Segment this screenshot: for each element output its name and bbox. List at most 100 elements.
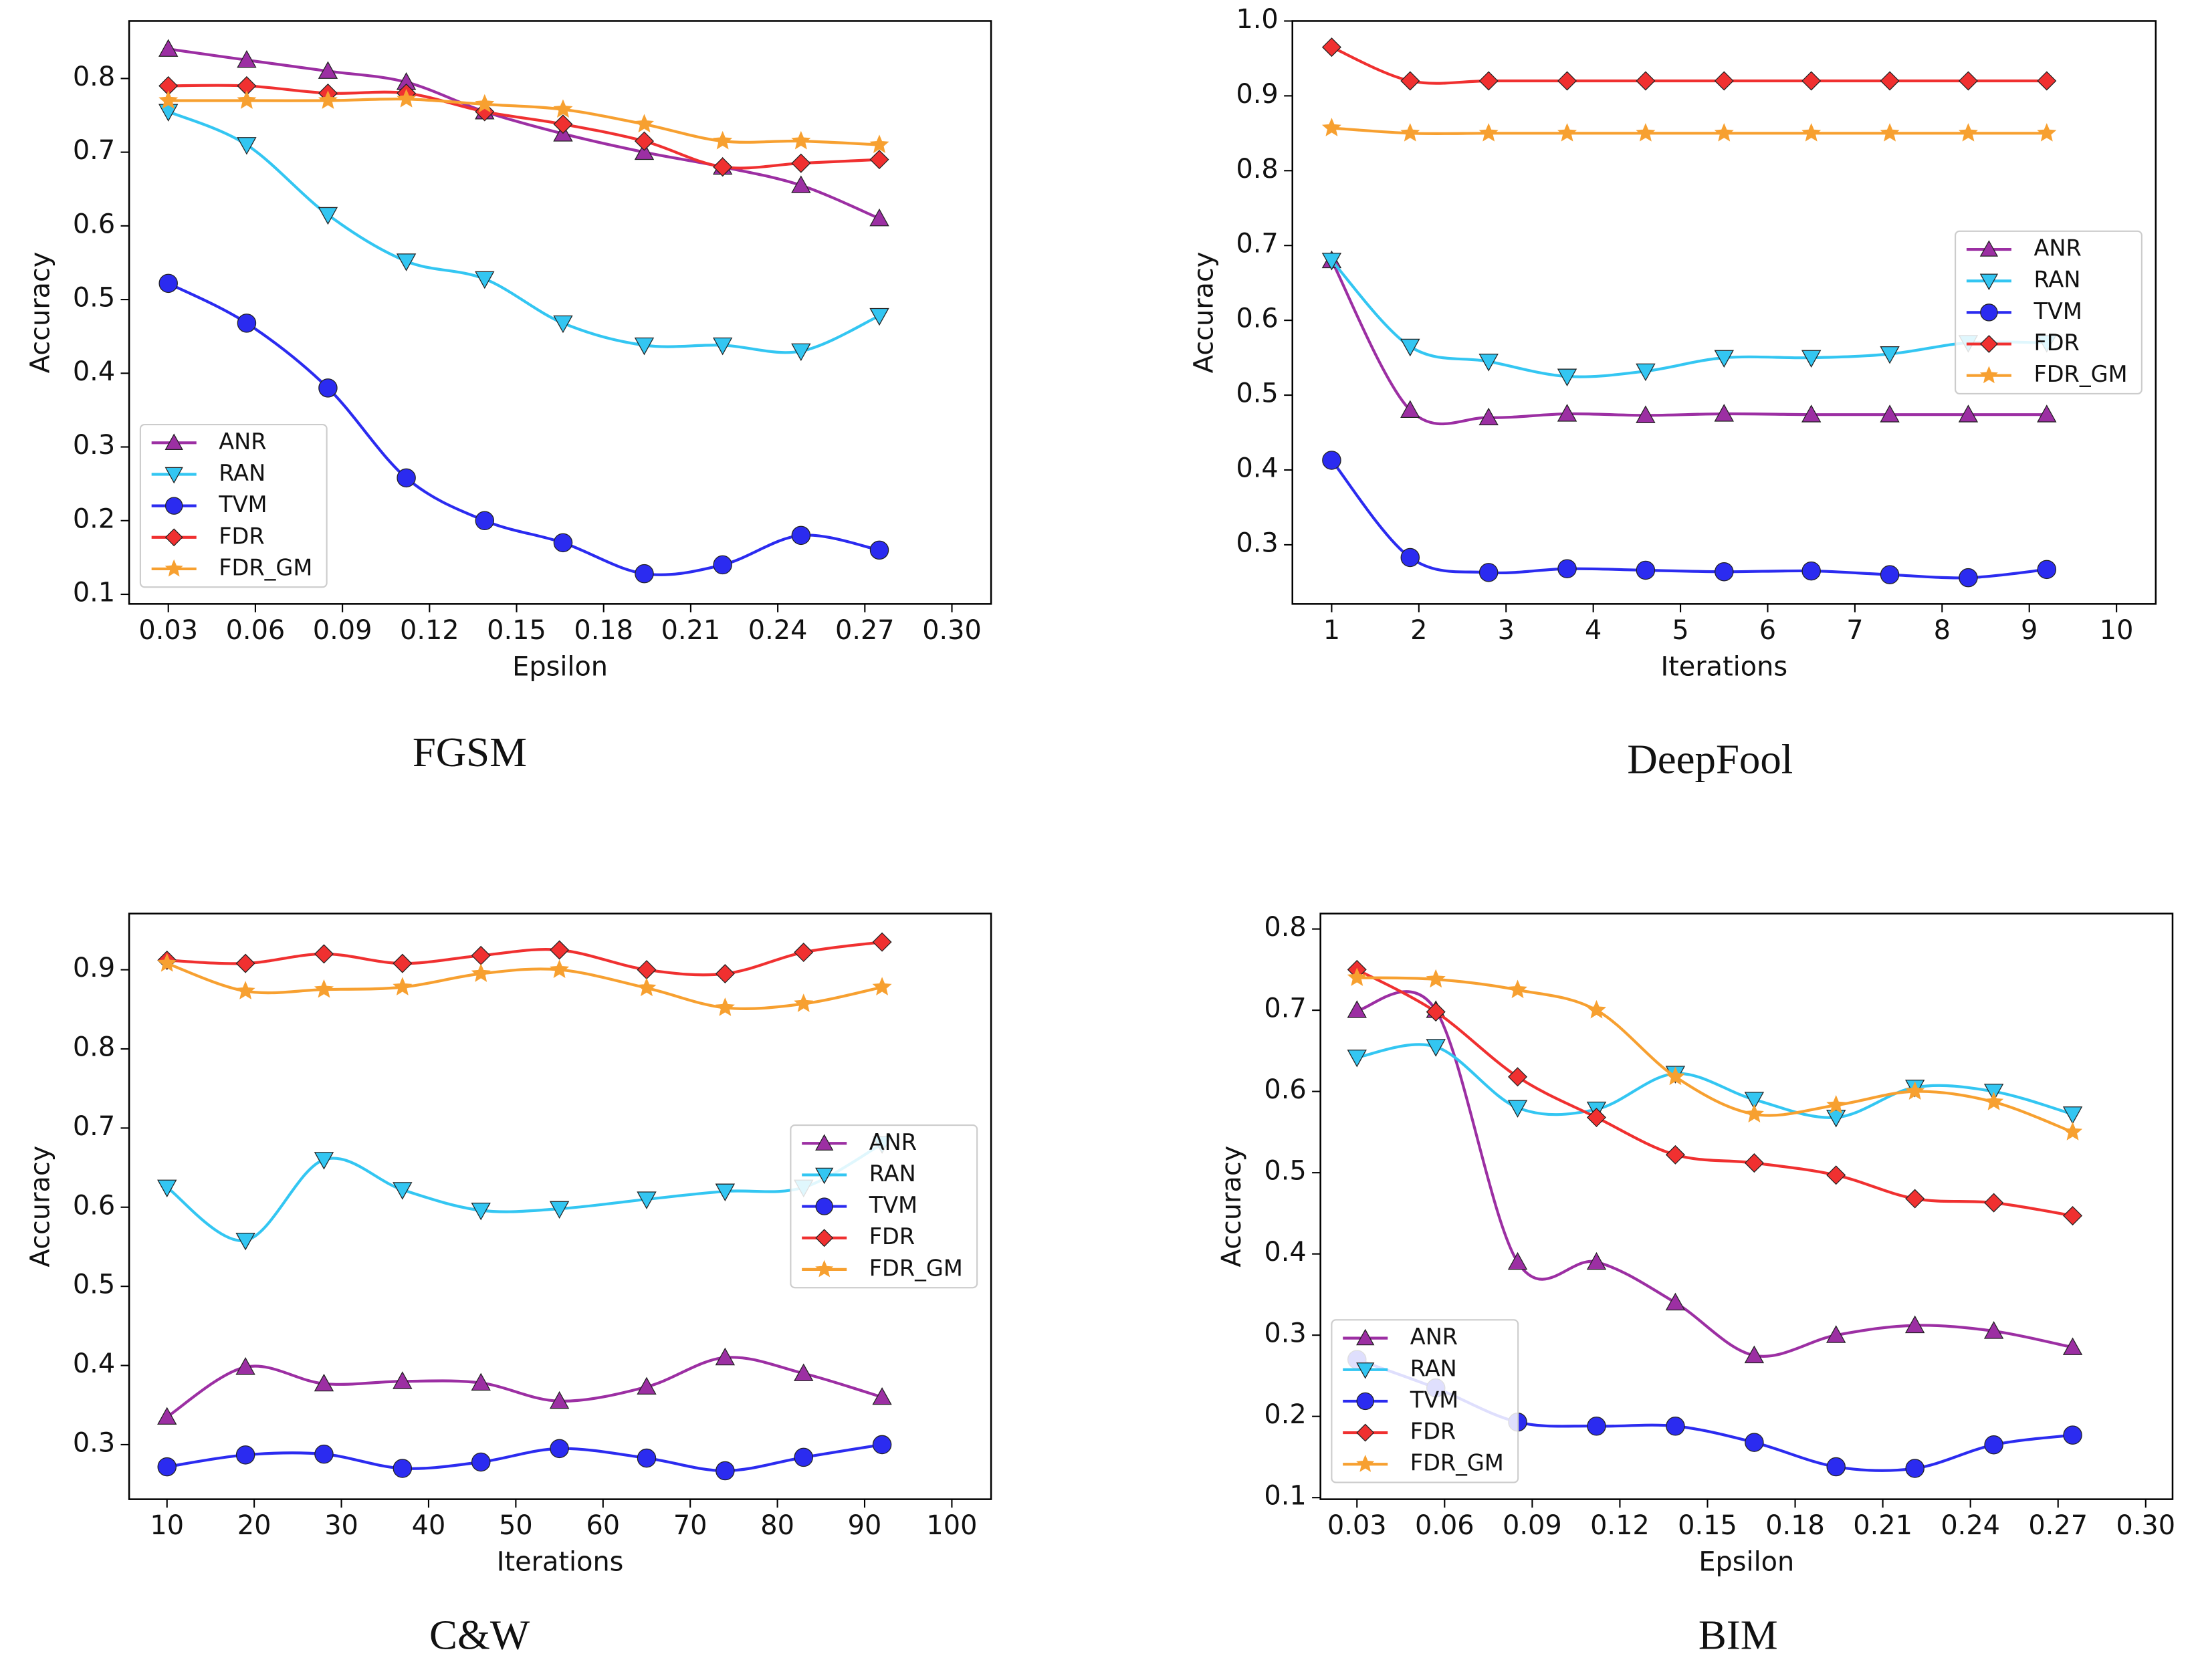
y-axis-label: Accuracy bbox=[25, 252, 56, 374]
x-tick-label: 9 bbox=[2021, 615, 2038, 646]
data-point bbox=[715, 997, 735, 1016]
x-tick-label: 0.21 bbox=[661, 615, 721, 646]
legend-label: FDR bbox=[869, 1223, 915, 1249]
x-tick-label: 60 bbox=[586, 1510, 620, 1541]
data-point bbox=[471, 1452, 491, 1472]
data-point bbox=[1347, 1000, 1367, 1018]
x-tick-label: 0.12 bbox=[1590, 1510, 1650, 1541]
x-tick-label: 0.15 bbox=[1678, 1510, 1737, 1541]
data-point bbox=[314, 1373, 334, 1392]
data-point bbox=[237, 90, 257, 109]
x-tick-label: 30 bbox=[324, 1510, 358, 1541]
y-axis-label: Accuracy bbox=[1188, 252, 1219, 374]
y-tick-label: 0.6 bbox=[1264, 1074, 1306, 1105]
data-point bbox=[314, 1444, 334, 1464]
series-line bbox=[1357, 976, 2074, 1134]
data-point bbox=[235, 1232, 255, 1251]
series-line bbox=[1331, 126, 2047, 135]
y-tick-label: 0.8 bbox=[1236, 154, 1278, 185]
x-tick-label: 0.30 bbox=[2116, 1510, 2175, 1541]
plot: 0.03 0.06 0.09 0.12 0.15 0.18 0.21 0.24 0.27 0.30… bbox=[1216, 912, 2175, 1577]
data-point bbox=[791, 525, 811, 546]
x-tick-label: 40 bbox=[412, 1510, 446, 1541]
y-tick-label: 0.5 bbox=[1264, 1156, 1306, 1187]
x-tick-label: 0.24 bbox=[1941, 1510, 2000, 1541]
data-point bbox=[237, 49, 257, 68]
data-point bbox=[1400, 400, 1420, 418]
data-point bbox=[1347, 1050, 1367, 1068]
x-axis-label: Iterations bbox=[1660, 651, 1787, 682]
legend-label: RAN bbox=[869, 1161, 916, 1187]
series-line bbox=[166, 1143, 883, 1242]
data-point bbox=[1507, 1251, 1528, 1270]
series-line bbox=[168, 98, 880, 146]
y-tick-label: 0.7 bbox=[73, 1111, 115, 1142]
data-point bbox=[1744, 1153, 1764, 1173]
x-tick-label: 7 bbox=[1846, 615, 1863, 646]
data-point bbox=[715, 963, 735, 984]
legend-label: FDR bbox=[1410, 1419, 1456, 1445]
data-point bbox=[393, 977, 413, 995]
y-tick-label: 0.4 bbox=[1264, 1237, 1306, 1268]
data-point bbox=[794, 1447, 813, 1467]
data-point bbox=[1714, 71, 1734, 91]
data-point bbox=[1958, 123, 1978, 142]
y-tick-label: 0.7 bbox=[1236, 229, 1278, 259]
data-point bbox=[1880, 123, 1900, 142]
data-point bbox=[1347, 967, 1367, 986]
data-point bbox=[1715, 562, 1734, 582]
data-point bbox=[713, 555, 732, 575]
data-point bbox=[635, 564, 654, 584]
data-point bbox=[872, 1435, 892, 1455]
data-point bbox=[1714, 404, 1734, 422]
x-tick-label: 50 bbox=[499, 1510, 533, 1541]
data-point bbox=[1478, 123, 1499, 142]
data-point bbox=[1905, 1189, 1925, 1209]
data-point bbox=[1636, 405, 1656, 423]
data-point bbox=[314, 944, 334, 964]
data-point bbox=[1714, 350, 1734, 368]
data-point bbox=[158, 104, 179, 122]
y-tick-label: 0.9 bbox=[1236, 79, 1278, 110]
data-point bbox=[1557, 559, 1577, 578]
data-point bbox=[2037, 404, 2057, 423]
x-tick-label: 6 bbox=[1759, 615, 1776, 646]
plot-frame bbox=[128, 913, 992, 1500]
x-tick-label: 0.27 bbox=[835, 615, 895, 646]
y-tick-label: 0.5 bbox=[73, 283, 115, 314]
y-tick-label: 0.7 bbox=[73, 135, 115, 166]
data-point bbox=[1665, 1066, 1685, 1086]
data-point bbox=[235, 1445, 255, 1465]
x-tick-label: 0.09 bbox=[313, 615, 372, 646]
data-point bbox=[1507, 1100, 1528, 1118]
y-tick-label: 0.4 bbox=[73, 1348, 115, 1379]
x-tick-label: 4 bbox=[1585, 615, 1602, 646]
data-point bbox=[794, 993, 814, 1012]
legend-marker bbox=[164, 433, 183, 450]
data-point bbox=[715, 1183, 736, 1202]
data-point bbox=[1905, 1081, 1925, 1100]
x-tick-label: 80 bbox=[760, 1510, 794, 1541]
data-point bbox=[471, 1202, 491, 1221]
data-point bbox=[1400, 338, 1420, 357]
data-point bbox=[791, 175, 811, 193]
data-point bbox=[1400, 548, 1420, 568]
data-point bbox=[1801, 561, 1821, 581]
data-point bbox=[1557, 123, 1577, 142]
data-point bbox=[1801, 350, 1822, 368]
data-point bbox=[1478, 407, 1499, 426]
legend-label: RAN bbox=[1410, 1355, 1457, 1381]
legend-label: FDR_GM bbox=[219, 554, 312, 580]
x-tick-label: 0.03 bbox=[138, 615, 198, 646]
data-point bbox=[1587, 1417, 1606, 1436]
data-point bbox=[794, 943, 814, 963]
legend-marker bbox=[1356, 1328, 1375, 1346]
legend-marker bbox=[164, 497, 183, 515]
x-tick-label: 0.24 bbox=[748, 615, 808, 646]
x-tick-label: 70 bbox=[673, 1510, 707, 1541]
legend-label: TVM bbox=[2033, 298, 2082, 324]
data-point bbox=[1426, 1039, 1446, 1057]
data-point bbox=[318, 61, 338, 79]
y-axis-label: Accuracy bbox=[1216, 1146, 1247, 1268]
series-line bbox=[1331, 45, 2047, 85]
